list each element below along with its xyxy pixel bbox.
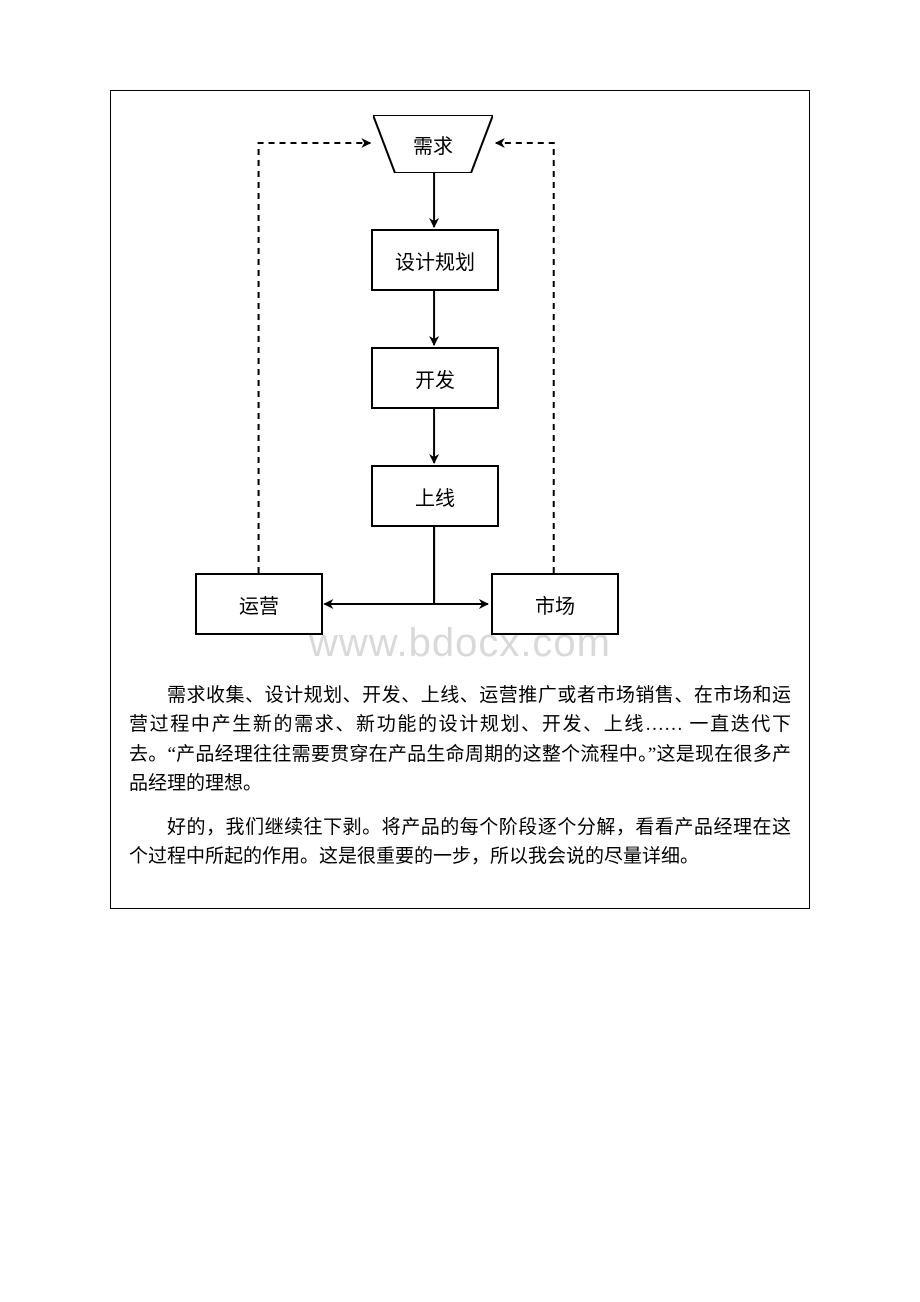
node-develop-label: 开发 <box>415 364 455 393</box>
node-operation: 运营 <box>195 573 323 635</box>
body-text: 需求收集、设计规划、开发、上线、运营推广或者市场销售、在市场和运营过程中产生新的… <box>111 671 809 908</box>
node-market-label: 市场 <box>535 590 575 619</box>
paragraph-2: 好的，我们继续往下剥。将产品的每个阶段逐个分解，看看产品经理在这个过程中所起的作… <box>129 813 791 872</box>
node-develop: 开发 <box>371 347 499 409</box>
node-design-label: 设计规划 <box>395 246 475 275</box>
node-launch: 上线 <box>371 465 499 527</box>
node-requirement: 需求 <box>373 115 493 173</box>
page-border: www.bdocx.com <box>110 90 810 909</box>
node-design: 设计规划 <box>371 229 499 291</box>
node-launch-label: 上线 <box>415 482 455 511</box>
paragraph-1: 需求收集、设计规划、开发、上线、运营推广或者市场销售、在市场和运营过程中产生新的… <box>129 681 791 799</box>
node-requirement-label: 需求 <box>373 115 493 173</box>
node-operation-label: 运营 <box>239 590 279 619</box>
node-market: 市场 <box>491 573 619 635</box>
flowchart-diagram: www.bdocx.com <box>111 91 809 671</box>
